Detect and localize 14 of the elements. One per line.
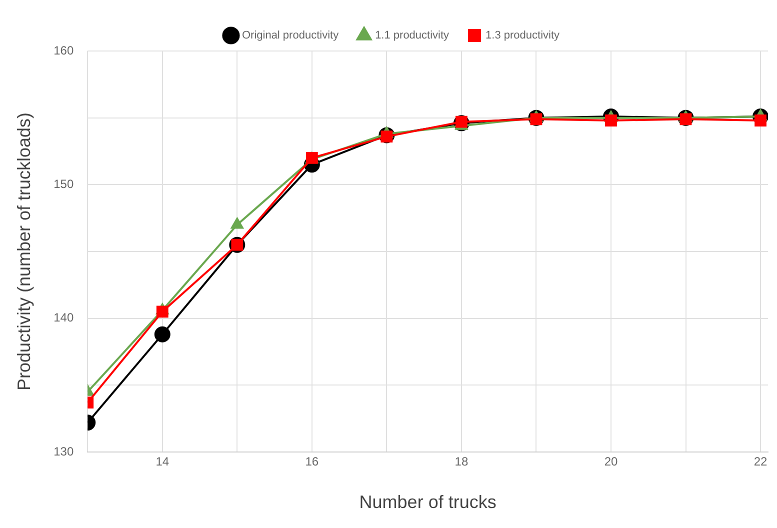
x-tick-label: 22: [754, 454, 768, 469]
y-tick-label: 160: [54, 43, 74, 58]
y-tick-label: 150: [54, 176, 74, 191]
x-tick-label: 18: [454, 454, 468, 469]
x-tick-label: 20: [604, 454, 618, 469]
y-tick-label: 140: [54, 310, 74, 325]
legend-label: Original productivity: [242, 30, 340, 42]
legend-label: 1.3 productivity: [486, 30, 560, 42]
y-axis-title: Productivity (number of truckloads): [14, 112, 34, 391]
x-tick-label: 14: [156, 454, 170, 469]
y-tick-label: 130: [54, 444, 74, 458]
x-tick-label: 16: [305, 454, 319, 469]
legend-label: 1.1 productivity: [375, 30, 450, 42]
x-axis-title: Number of trucks: [359, 492, 496, 512]
